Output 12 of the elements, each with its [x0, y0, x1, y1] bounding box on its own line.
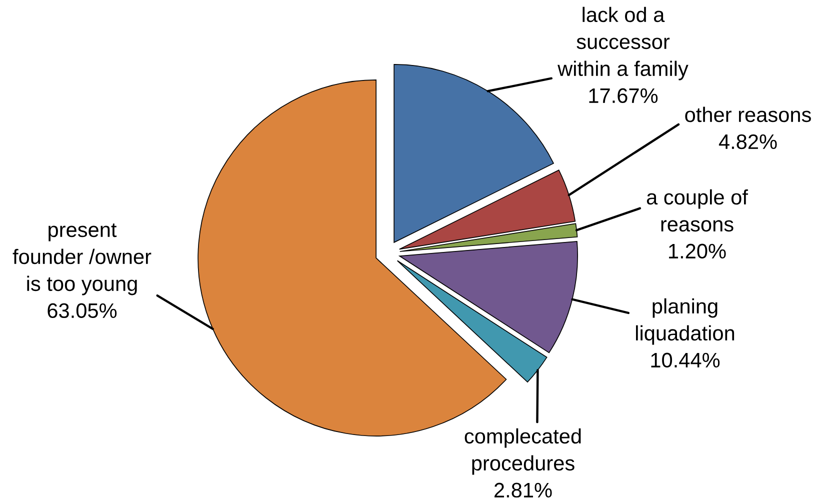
- data-label: 1.20%: [669, 244, 726, 259]
- slice-label: lack od a successor within a family: [558, 6, 688, 80]
- slice-label: a couple of reasons: [646, 189, 748, 232]
- data-label: 17.67%: [589, 88, 658, 104]
- data-label: 2.81%: [494, 482, 552, 498]
- data-label: 4.82%: [718, 134, 777, 150]
- slice-label: present founder /owner is too young: [12, 223, 152, 296]
- slice-label: planing liquadation: [636, 298, 734, 345]
- data-label: 10.44%: [651, 352, 720, 368]
- slice-label: complecated procedures: [464, 428, 581, 475]
- slice-label: other reasons: [685, 106, 811, 122]
- data-label: 63.05%: [48, 303, 117, 318]
